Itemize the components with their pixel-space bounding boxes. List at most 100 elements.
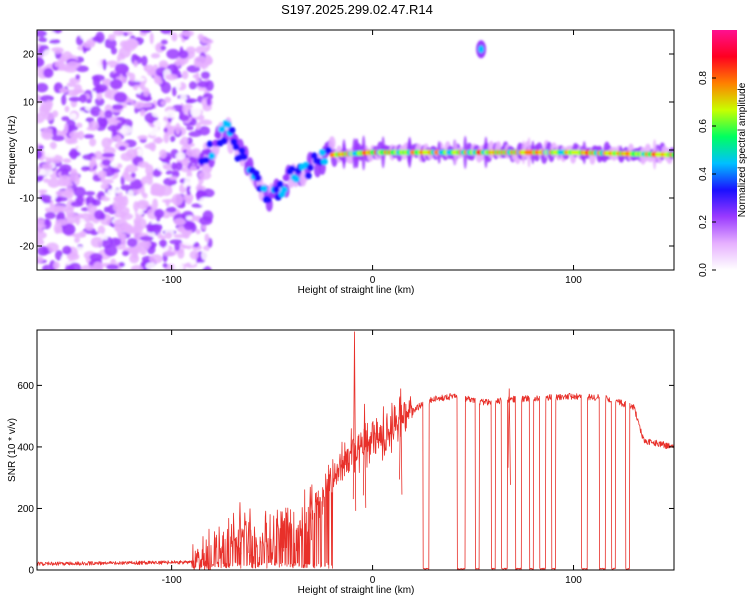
spectrogram-noise-blob xyxy=(159,149,167,159)
spectrogram-noise-blob xyxy=(150,53,161,59)
spectrogram-noise-blob xyxy=(191,90,198,96)
spectrogram-noise-blob xyxy=(52,127,58,137)
spectrogram-noise-blob xyxy=(162,250,177,257)
snr-y-tick-label: 600 xyxy=(17,381,34,392)
spectrogram-noise-blob xyxy=(100,183,109,190)
spectrogram-noise-blob xyxy=(79,146,90,156)
spectrogram-noise-blob xyxy=(90,236,103,248)
spectrogram-noise-blob xyxy=(37,238,45,246)
spectrogram-noise-blob xyxy=(47,177,61,188)
spectrogram-noise-blob xyxy=(181,30,194,37)
spectrogram-noise-blob xyxy=(175,161,183,171)
spectrogram-noise-blob xyxy=(126,237,138,248)
colorbar-tick-label: 0.2 xyxy=(698,215,709,229)
spectrogram-noise-blob xyxy=(91,199,101,206)
spectrogram-y-axis-label: Frequency (Hz) xyxy=(7,116,18,185)
spectrogram-noise-blob xyxy=(120,184,133,191)
spectrogram-noise-blob xyxy=(96,92,103,101)
spectrogram-noise-blob xyxy=(66,82,77,88)
spectrogram-x-axis-label: Height of straight line (km) xyxy=(298,285,415,296)
spectrogram-noise-blob xyxy=(37,56,45,68)
spectrogram-noise-blob xyxy=(43,178,50,183)
spectrogram-track-cell xyxy=(244,160,252,168)
spectrogram-noise-blob xyxy=(150,141,156,152)
spectrogram-noise-blob xyxy=(178,114,190,122)
spectrogram-noise-blob xyxy=(125,38,139,50)
spectrogram-noise-blob xyxy=(80,264,95,270)
spectrogram-noise-blob xyxy=(139,30,152,34)
spectrogram-noise-blob xyxy=(84,221,94,231)
spectrogram-noise-blob xyxy=(153,119,167,128)
spectrogram-noise-blob xyxy=(51,135,65,142)
snr-x-ticks: -100 0 100 xyxy=(162,330,582,586)
colorbar-tick-label: 0.6 xyxy=(698,119,709,133)
spectrogram-noise-blob xyxy=(44,30,57,41)
spectrogram-track-cell xyxy=(260,185,268,193)
spectrogram-noise-blob xyxy=(157,79,163,85)
spectrogram-track-cell xyxy=(214,131,222,139)
spectrogram-noise-blob xyxy=(91,74,105,82)
spectrogram-noise-blob xyxy=(38,145,45,150)
spectrogram-noise-blob xyxy=(152,198,158,211)
spectrogram-noise-blob xyxy=(183,155,189,168)
spectrogram-noise-blob xyxy=(77,161,90,167)
spectrogram-noise-blob xyxy=(202,103,212,112)
spectrogram-noise-blob xyxy=(171,162,177,171)
spectrogram-track-cell xyxy=(320,158,328,166)
spectrogram-noise-blob xyxy=(106,191,116,199)
spectrogram-noise-blob xyxy=(91,156,97,167)
spectrogram-track-cell xyxy=(282,174,290,182)
spectrogram-noise-blob xyxy=(130,172,136,178)
spectrogram-noise-blob xyxy=(101,159,111,166)
spectrogram-noise-blob xyxy=(79,94,87,103)
spectrogram-track-cell xyxy=(220,137,228,145)
spectrogram-noise-blob xyxy=(131,77,146,82)
spectrogram-track-cell xyxy=(264,196,272,204)
snr-spike xyxy=(308,486,312,541)
spectrogram-noise-blob xyxy=(37,149,43,160)
spectrogram-noise-blob xyxy=(57,205,68,213)
spectrogram-noise-blob xyxy=(113,30,125,36)
spectrogram-track-cell xyxy=(240,153,248,161)
spectrogram-noise-blob xyxy=(179,139,185,146)
spectrogram-noise-blob xyxy=(73,83,82,94)
spectrogram-noise-blob xyxy=(178,50,189,59)
spectrogram-noise-blob xyxy=(49,141,57,150)
spectrogram-noise-blob xyxy=(137,161,149,168)
spectrogram-noise-blob xyxy=(122,250,129,257)
spectrogram-noise-blob xyxy=(142,192,148,199)
snr-spike xyxy=(248,508,252,556)
spectrogram-noise-blob xyxy=(84,191,96,196)
spectrogram-noise-blob xyxy=(103,231,109,241)
spectrogram-noise-blob xyxy=(73,186,86,198)
spectrogram-track-cell xyxy=(306,163,314,171)
spectrogram-noise-blob xyxy=(186,126,194,131)
spectrogram-noise-blob xyxy=(171,184,178,190)
spectrogram-noise-blob xyxy=(197,80,210,88)
spectrogram-noise-blob xyxy=(107,138,115,144)
spectrogram-noise-blob xyxy=(38,36,48,43)
spectrogram-noise-blob xyxy=(41,163,53,171)
spectrogram-noise-blob xyxy=(175,122,181,135)
spectrogram-noise-blob xyxy=(109,229,116,234)
spectrogram-noise-blob xyxy=(70,201,83,207)
spectrogram-noise-blob xyxy=(173,262,184,270)
spectrogram-noise-blob xyxy=(172,86,177,97)
spectrogram-noise-blob xyxy=(139,235,154,242)
spectrogram-noise-blob xyxy=(95,31,105,44)
spectrogram-noise-blob xyxy=(189,186,197,194)
snr-x-tick-label: 0 xyxy=(370,575,376,586)
spectrogram-noise-blob xyxy=(174,242,181,251)
spectrogram-track-cell xyxy=(324,146,332,154)
spectrogram-noise-blob xyxy=(109,237,122,247)
spectrogram-noise-blob xyxy=(183,221,195,231)
spectrogram-noise-blob xyxy=(139,240,152,248)
spectrogram-noise-blob xyxy=(198,171,212,180)
spectrogram-spur xyxy=(478,45,485,54)
spectrogram-noise-blob xyxy=(182,238,195,246)
spectrogram-noise-blob xyxy=(127,247,139,254)
spectrogram-noise-blob xyxy=(200,249,209,261)
spectrogram-noise-blob xyxy=(160,100,166,106)
spectrogram-noise-blob xyxy=(107,33,116,41)
spectrogram-noise-blob xyxy=(63,123,69,134)
